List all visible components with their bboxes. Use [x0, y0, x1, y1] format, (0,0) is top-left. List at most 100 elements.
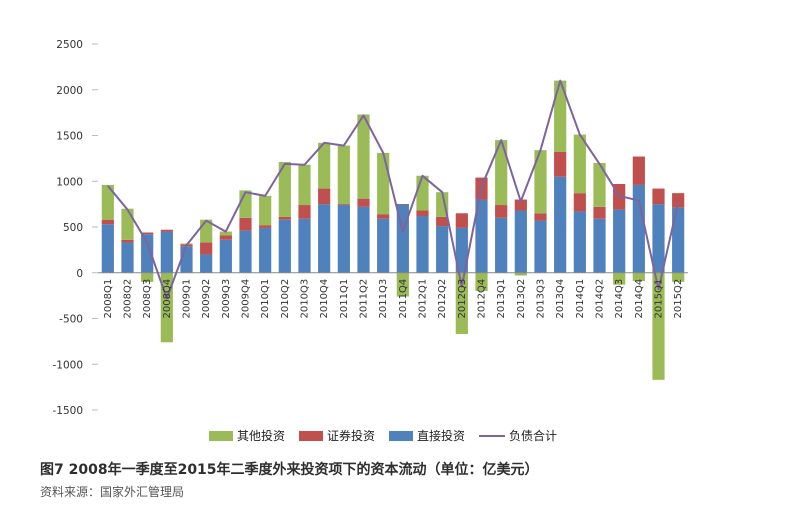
bar-segment: [593, 218, 606, 273]
x-category-label: 2014Q4: [634, 279, 645, 319]
bar-segment: [200, 242, 213, 255]
bar-segment: [632, 184, 645, 273]
bar-segment: [475, 272, 488, 292]
gridlines: [92, 43, 98, 411]
bar-segment: [377, 152, 390, 215]
bar-segment: [573, 134, 586, 194]
bar-segment: [337, 145, 350, 205]
legend-label: 其他投资: [237, 428, 285, 443]
bars: [101, 80, 685, 380]
bar-segment: [239, 230, 252, 273]
bar-segment: [239, 190, 252, 218]
bar-segment: [593, 162, 606, 207]
bar-segment: [672, 207, 685, 273]
bar-segment: [160, 231, 173, 273]
bar-segment: [141, 272, 154, 282]
bar-segment: [652, 272, 665, 380]
x-category-label: 2010Q4: [319, 279, 330, 319]
x-category-label: 2015Q2: [673, 279, 684, 319]
bar-segment: [495, 205, 508, 218]
bar-segment: [377, 218, 390, 273]
bar-segment: [593, 206, 606, 219]
x-category-label: 2010Q3: [300, 279, 311, 319]
legend-swatch: [389, 431, 413, 441]
bar-segment: [101, 219, 114, 225]
bar-segment: [141, 232, 154, 235]
legend-swatch: [299, 431, 323, 441]
bar-segment: [495, 140, 508, 206]
bar-segment: [219, 231, 232, 236]
bar-segment: [318, 188, 331, 205]
bar-segment: [278, 162, 291, 217]
bar-segment: [239, 217, 252, 231]
x-category-label: 2008Q3: [142, 279, 153, 319]
x-category-label: 2011Q1: [339, 279, 350, 319]
line-series: [107, 79, 680, 300]
x-category-label: 2012Q3: [457, 279, 468, 319]
bar-segment: [219, 239, 232, 273]
legend-label: 证券投资: [327, 428, 375, 443]
bar-segment: [121, 239, 134, 243]
bar-segment: [455, 227, 468, 273]
y-tick-label: -1000: [52, 359, 83, 371]
bar-segment: [455, 272, 468, 335]
legend: 其他投资 证券投资 直接投资 负债合计: [209, 428, 557, 443]
bar-segment: [337, 204, 350, 206]
x-category-label: 2008Q1: [103, 279, 114, 319]
x-category-label: 2012Q2: [437, 279, 448, 319]
bar-segment: [337, 205, 350, 273]
bar-segment: [672, 272, 685, 282]
bar-segment: [416, 175, 429, 211]
bar-segment: [160, 229, 173, 232]
bar-segment: [318, 142, 331, 189]
x-category-label: 2009Q2: [201, 279, 212, 319]
y-tick-label: 0: [76, 268, 83, 280]
bar-segment: [219, 235, 232, 240]
bar-segment: [652, 188, 665, 205]
x-category-label: 2013Q3: [536, 279, 547, 319]
bar-segment: [613, 209, 626, 273]
bar-segment: [259, 225, 272, 228]
x-category-label: 2008Q2: [123, 279, 134, 319]
bar-segment: [534, 220, 547, 273]
bar-segment: [377, 214, 390, 219]
bar-segment: [475, 199, 488, 273]
bar-segment: [121, 242, 134, 273]
bar-segment: [554, 151, 567, 177]
bar-segment: [298, 218, 311, 273]
chart: 2500 2000 1500 1000 500 0 -500 -1000 -1500 2008Q…: [52, 39, 688, 443]
x-category-label: 2010Q1: [260, 279, 271, 319]
bar-segment: [357, 206, 370, 273]
y-tick-label: 2000: [56, 85, 83, 97]
x-category-label: 2008Q4: [162, 279, 173, 319]
legend-swatch: [209, 431, 233, 441]
x-category-label: 2011Q4: [398, 279, 409, 319]
bar-segment: [514, 272, 527, 276]
x-axis-categories: 2008Q1 2008Q2 2008Q3 2008Q4 2009Q1 2009Q2 2009…: [103, 279, 684, 319]
x-category-label: 2014Q1: [575, 279, 586, 319]
bar-segment: [298, 164, 311, 206]
bar-segment: [436, 226, 449, 273]
x-category-label: 2012Q1: [418, 279, 429, 319]
bar-segment: [495, 217, 508, 273]
x-category-label: 2015Q1: [654, 279, 665, 319]
bar-segment: [200, 254, 213, 273]
bar-segment: [554, 176, 567, 273]
bar-segment: [573, 193, 586, 212]
x-category-label: 2009Q4: [241, 279, 252, 319]
x-category-label: 2012Q4: [477, 279, 488, 319]
bar-segment: [396, 272, 409, 297]
bar-segment: [534, 150, 547, 214]
x-category-label: 2009Q3: [221, 279, 232, 319]
bar-segment: [632, 156, 645, 185]
bar-segment: [652, 204, 665, 273]
y-tick-label: 1000: [56, 176, 83, 188]
bar-segment: [357, 114, 370, 199]
x-category-label: 2014Q3: [614, 279, 625, 319]
bar-segment: [455, 213, 468, 228]
legend-label: 直接投资: [417, 428, 465, 443]
bar-segment: [514, 199, 527, 211]
x-category-label: 2011Q3: [378, 279, 389, 319]
bar-segment: [101, 224, 114, 273]
x-category-label: 2011Q2: [359, 279, 370, 319]
